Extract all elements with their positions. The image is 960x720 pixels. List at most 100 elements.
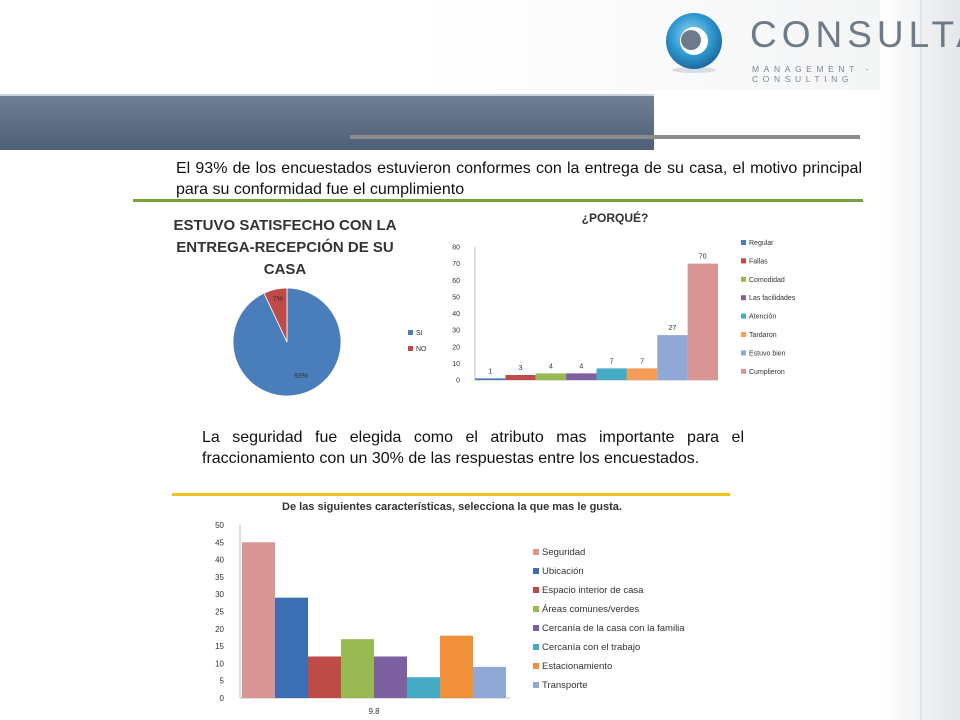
- features-y-tick: 5: [220, 677, 225, 686]
- logo-text: CONSULTA: [750, 14, 960, 55]
- why-legend-swatch: [741, 295, 746, 301]
- satisfaction-pie-chart: ESTUVO SATISFECHO CON LA ENTREGA-RECEPCIÓ…: [173, 217, 427, 397]
- why-bar-chart: ¿PORQUÉ? 0 10 20 30 40 50 60 70 80 1 3 4 4 7 7 27 70 Regul…: [452, 210, 796, 385]
- consulta-logo-icon: [666, 13, 722, 73]
- pie-title-line: ENTREGA-RECEPCIÓN DE SU: [176, 238, 394, 256]
- features-bar-cercania-con-el-trabajo: [407, 677, 440, 698]
- features-chart-title: De las siguientes características, selec…: [282, 501, 622, 513]
- features-bar-estacionamiento: [440, 635, 473, 698]
- why-y-tick: 60: [452, 278, 460, 285]
- why-bar-label: 4: [579, 363, 583, 370]
- why-legend-tardaron: Tardaron: [749, 332, 777, 339]
- features-bar-espacio-interior-de-casa: [308, 656, 341, 698]
- why-legend-swatch: [741, 258, 746, 264]
- features-legend-ubicacion: Ubicación: [542, 566, 584, 577]
- why-y-tick: 0: [456, 378, 460, 385]
- pie-legend-swatch: [408, 330, 413, 335]
- why-legend-fallas: Fallas: [749, 258, 768, 265]
- yellow-divider: [172, 493, 730, 496]
- features-legend-swatch: [533, 549, 539, 555]
- why-legend-las-facilidades: Las facilidades: [749, 295, 796, 302]
- why-y-tick: 40: [452, 311, 460, 318]
- why-bar-cumplieron: [687, 263, 718, 380]
- features-legend-swatch: [533, 682, 539, 688]
- features-legend-estacionamiento: Estacionamiento: [542, 661, 612, 672]
- pie-label-no: 7%: [273, 296, 283, 303]
- why-bar-atencion: [596, 368, 627, 380]
- why-legend-estuvo-bien: Estuvo bien: [749, 350, 786, 357]
- features-y-tick: 30: [215, 590, 224, 599]
- pie-legend-swatch: [408, 346, 413, 351]
- summary-paragraph-satisfaction: El 93% de los encuestados estuvieron con…: [176, 160, 862, 198]
- why-legend-swatch: [741, 240, 746, 245]
- features-y-tick: 40: [215, 556, 224, 565]
- right-edge-line: [920, 0, 922, 720]
- features-y-tick: 50: [215, 521, 224, 530]
- why-bar-regular: [475, 378, 506, 380]
- why-legend-swatch: [741, 368, 746, 374]
- why-chart-title: ¿PORQUÉ?: [582, 210, 649, 225]
- banner-underline: [350, 135, 860, 139]
- features-legend-swatch: [533, 663, 539, 669]
- features-bar-chart: De las siguientes características, selec…: [215, 501, 685, 716]
- why-bar-label: 27: [669, 325, 677, 332]
- why-bar-label: 1: [488, 368, 492, 375]
- why-y-tick: 30: [452, 328, 460, 335]
- features-legend-seguridad: Seguridad: [542, 547, 585, 558]
- features-legend-swatch: [533, 625, 539, 631]
- why-y-tick: 70: [452, 261, 460, 268]
- summary-paragraph-security: La seguridad fue elegida como el atribut…: [202, 429, 744, 467]
- green-divider: [133, 199, 863, 202]
- pie-title-line: CASA: [264, 261, 307, 278]
- pie-legend-no: NO: [416, 346, 427, 353]
- header-shading: [420, 0, 880, 90]
- features-bar-areas-comunes-verdes: [341, 639, 374, 698]
- why-y-tick: 20: [452, 344, 460, 351]
- features-legend-cercania-de-la-casa-con-la-familia: Cercanía de la casa con la familia: [542, 623, 685, 634]
- features-y-tick: 35: [215, 573, 224, 582]
- features-y-tick: 0: [220, 694, 225, 703]
- features-legend-swatch: [533, 587, 539, 593]
- features-y-tick: 25: [215, 608, 224, 617]
- why-legend-swatch: [741, 276, 746, 282]
- features-legend-swatch: [533, 568, 539, 574]
- why-legend-comodidad: Comodidad: [749, 277, 785, 284]
- why-legend-swatch: [741, 332, 746, 337]
- why-legend-regular: Regular: [749, 240, 774, 247]
- pie-label-si: 93%: [294, 373, 308, 380]
- why-bar-label: 70: [699, 254, 707, 261]
- features-y-tick: 15: [215, 642, 224, 651]
- features-legend-transporte: Transporte: [542, 680, 588, 691]
- features-bar-ubicacion: [275, 597, 308, 698]
- why-y-tick: 10: [452, 361, 460, 368]
- features-legend-swatch: [533, 606, 539, 612]
- logo-subtitle: MANAGEMENT - CONSULTING: [752, 64, 874, 84]
- features-legend-areas-comunes-verdes: Áreas comunes/verdes: [542, 604, 639, 615]
- why-y-tick: 50: [452, 294, 460, 301]
- features-y-tick: 45: [215, 538, 224, 547]
- why-bar-las-facilidades: [566, 373, 597, 380]
- pie-slice-no: [263, 287, 288, 343]
- title-banner: [0, 94, 654, 150]
- why-bar-label: 3: [519, 365, 523, 372]
- pie-title-line: ESTUVO SATISFECHO CON LA: [173, 217, 396, 234]
- features-legend-cercania-con-el-trabajo: Cercanía con el trabajo: [542, 642, 640, 653]
- why-y-tick: 80: [452, 245, 460, 252]
- pie-legend-si: SI: [416, 330, 423, 337]
- why-legend-cumplieron: Cumplieron: [749, 369, 785, 376]
- features-legend-espacio-interior-de-casa: Espacio interior de casa: [542, 585, 644, 596]
- why-legend-swatch: [741, 350, 746, 356]
- why-bar-label: 7: [610, 358, 614, 365]
- features-bar-cercania-de-la-casa-con-la-familia: [374, 656, 407, 698]
- features-bar-seguridad: [242, 542, 275, 698]
- why-bar-label: 4: [549, 363, 553, 370]
- why-bar-tardaron: [626, 368, 658, 380]
- features-legend-swatch: [533, 644, 539, 650]
- why-legend-swatch: [741, 313, 746, 319]
- why-bar-label: 7: [640, 358, 644, 365]
- features-bar-transporte: [473, 666, 506, 698]
- why-legend-atencion: Atención: [749, 314, 776, 321]
- why-bar-fallas: [505, 375, 536, 380]
- features-x-label: 9.8: [368, 707, 380, 716]
- why-bar-estuvo-bien: [657, 335, 688, 380]
